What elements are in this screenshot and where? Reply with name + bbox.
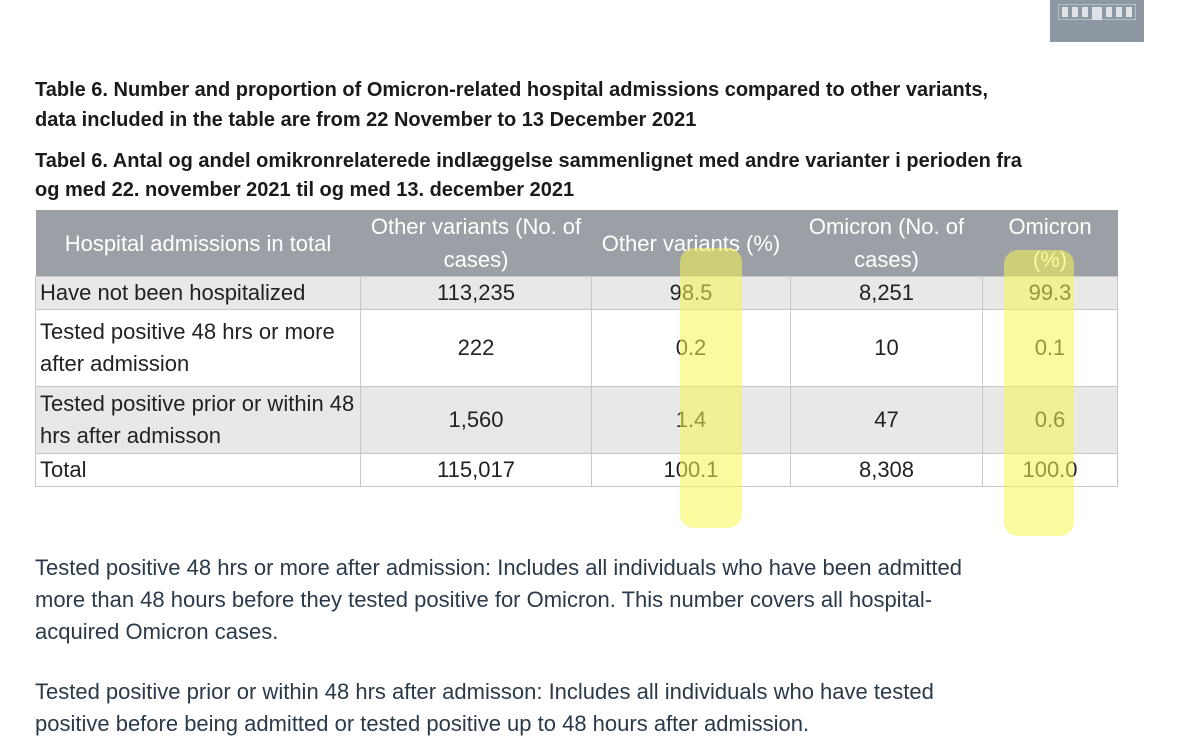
row-label: Tested positive 48 hrs or more after adm… — [35, 309, 361, 387]
building-logo-icon — [1050, 0, 1144, 42]
footnote-hospital-acquired: Tested positive 48 hrs or more after adm… — [35, 555, 962, 644]
table-row: Tested positive prior or within 48 hrs a… — [35, 386, 1118, 454]
cell-other-percent: 0.2 — [591, 309, 791, 387]
table-header-row: Hospital admissions in total Other varia… — [35, 210, 1118, 277]
table-row: Have not been hospitalized 113,235 98.5 … — [35, 276, 1118, 310]
cell-omicron-percent: 99.3 — [982, 276, 1118, 310]
cell-omicron-percent: 0.6 — [982, 386, 1118, 454]
header-other-variants-count: Other variants (No. of cases) — [360, 210, 592, 277]
cell-other-count: 115,017 — [360, 453, 592, 487]
cell-omicron-count: 10 — [790, 309, 983, 387]
header-hospital-admissions: Hospital admissions in total — [35, 210, 361, 277]
cell-other-count: 1,560 — [360, 386, 592, 454]
cell-omicron-percent: 0.1 — [982, 309, 1118, 387]
header-omicron-count: Omicron (No. of cases) — [790, 210, 983, 277]
cell-other-percent: 98.5 — [591, 276, 791, 310]
table-caption-danish: Tabel 6. Antal og andel omikronrelatered… — [35, 150, 1022, 201]
table-caption-english: Table 6. Number and proportion of Omicro… — [35, 79, 989, 131]
building-icon — [1058, 4, 1136, 20]
row-label: Tested positive prior or within 48 hrs a… — [35, 386, 361, 454]
admissions-table: Hospital admissions in total Other varia… — [35, 210, 1118, 487]
cell-omicron-count: 47 — [790, 386, 983, 454]
footnote-prior-admission: Tested positive prior or within 48 hrs a… — [35, 679, 934, 736]
table-row-total: Total 115,017 100.1 8,308 100.0 — [35, 453, 1118, 487]
cell-other-count: 222 — [360, 309, 592, 387]
row-label: Have not been hospitalized — [35, 276, 361, 310]
table-row: Tested positive 48 hrs or more after adm… — [35, 309, 1118, 387]
header-omicron-percent: Omicron (%) — [982, 210, 1118, 277]
cell-other-percent: 100.1 — [591, 453, 791, 487]
row-label: Total — [35, 453, 361, 487]
cell-other-percent: 1.4 — [591, 386, 791, 454]
cell-other-count: 113,235 — [360, 276, 592, 310]
header-other-variants-percent: Other variants (%) — [591, 210, 791, 277]
cell-omicron-percent: 100.0 — [982, 453, 1118, 487]
cell-omicron-count: 8,308 — [790, 453, 983, 487]
cell-omicron-count: 8,251 — [790, 276, 983, 310]
